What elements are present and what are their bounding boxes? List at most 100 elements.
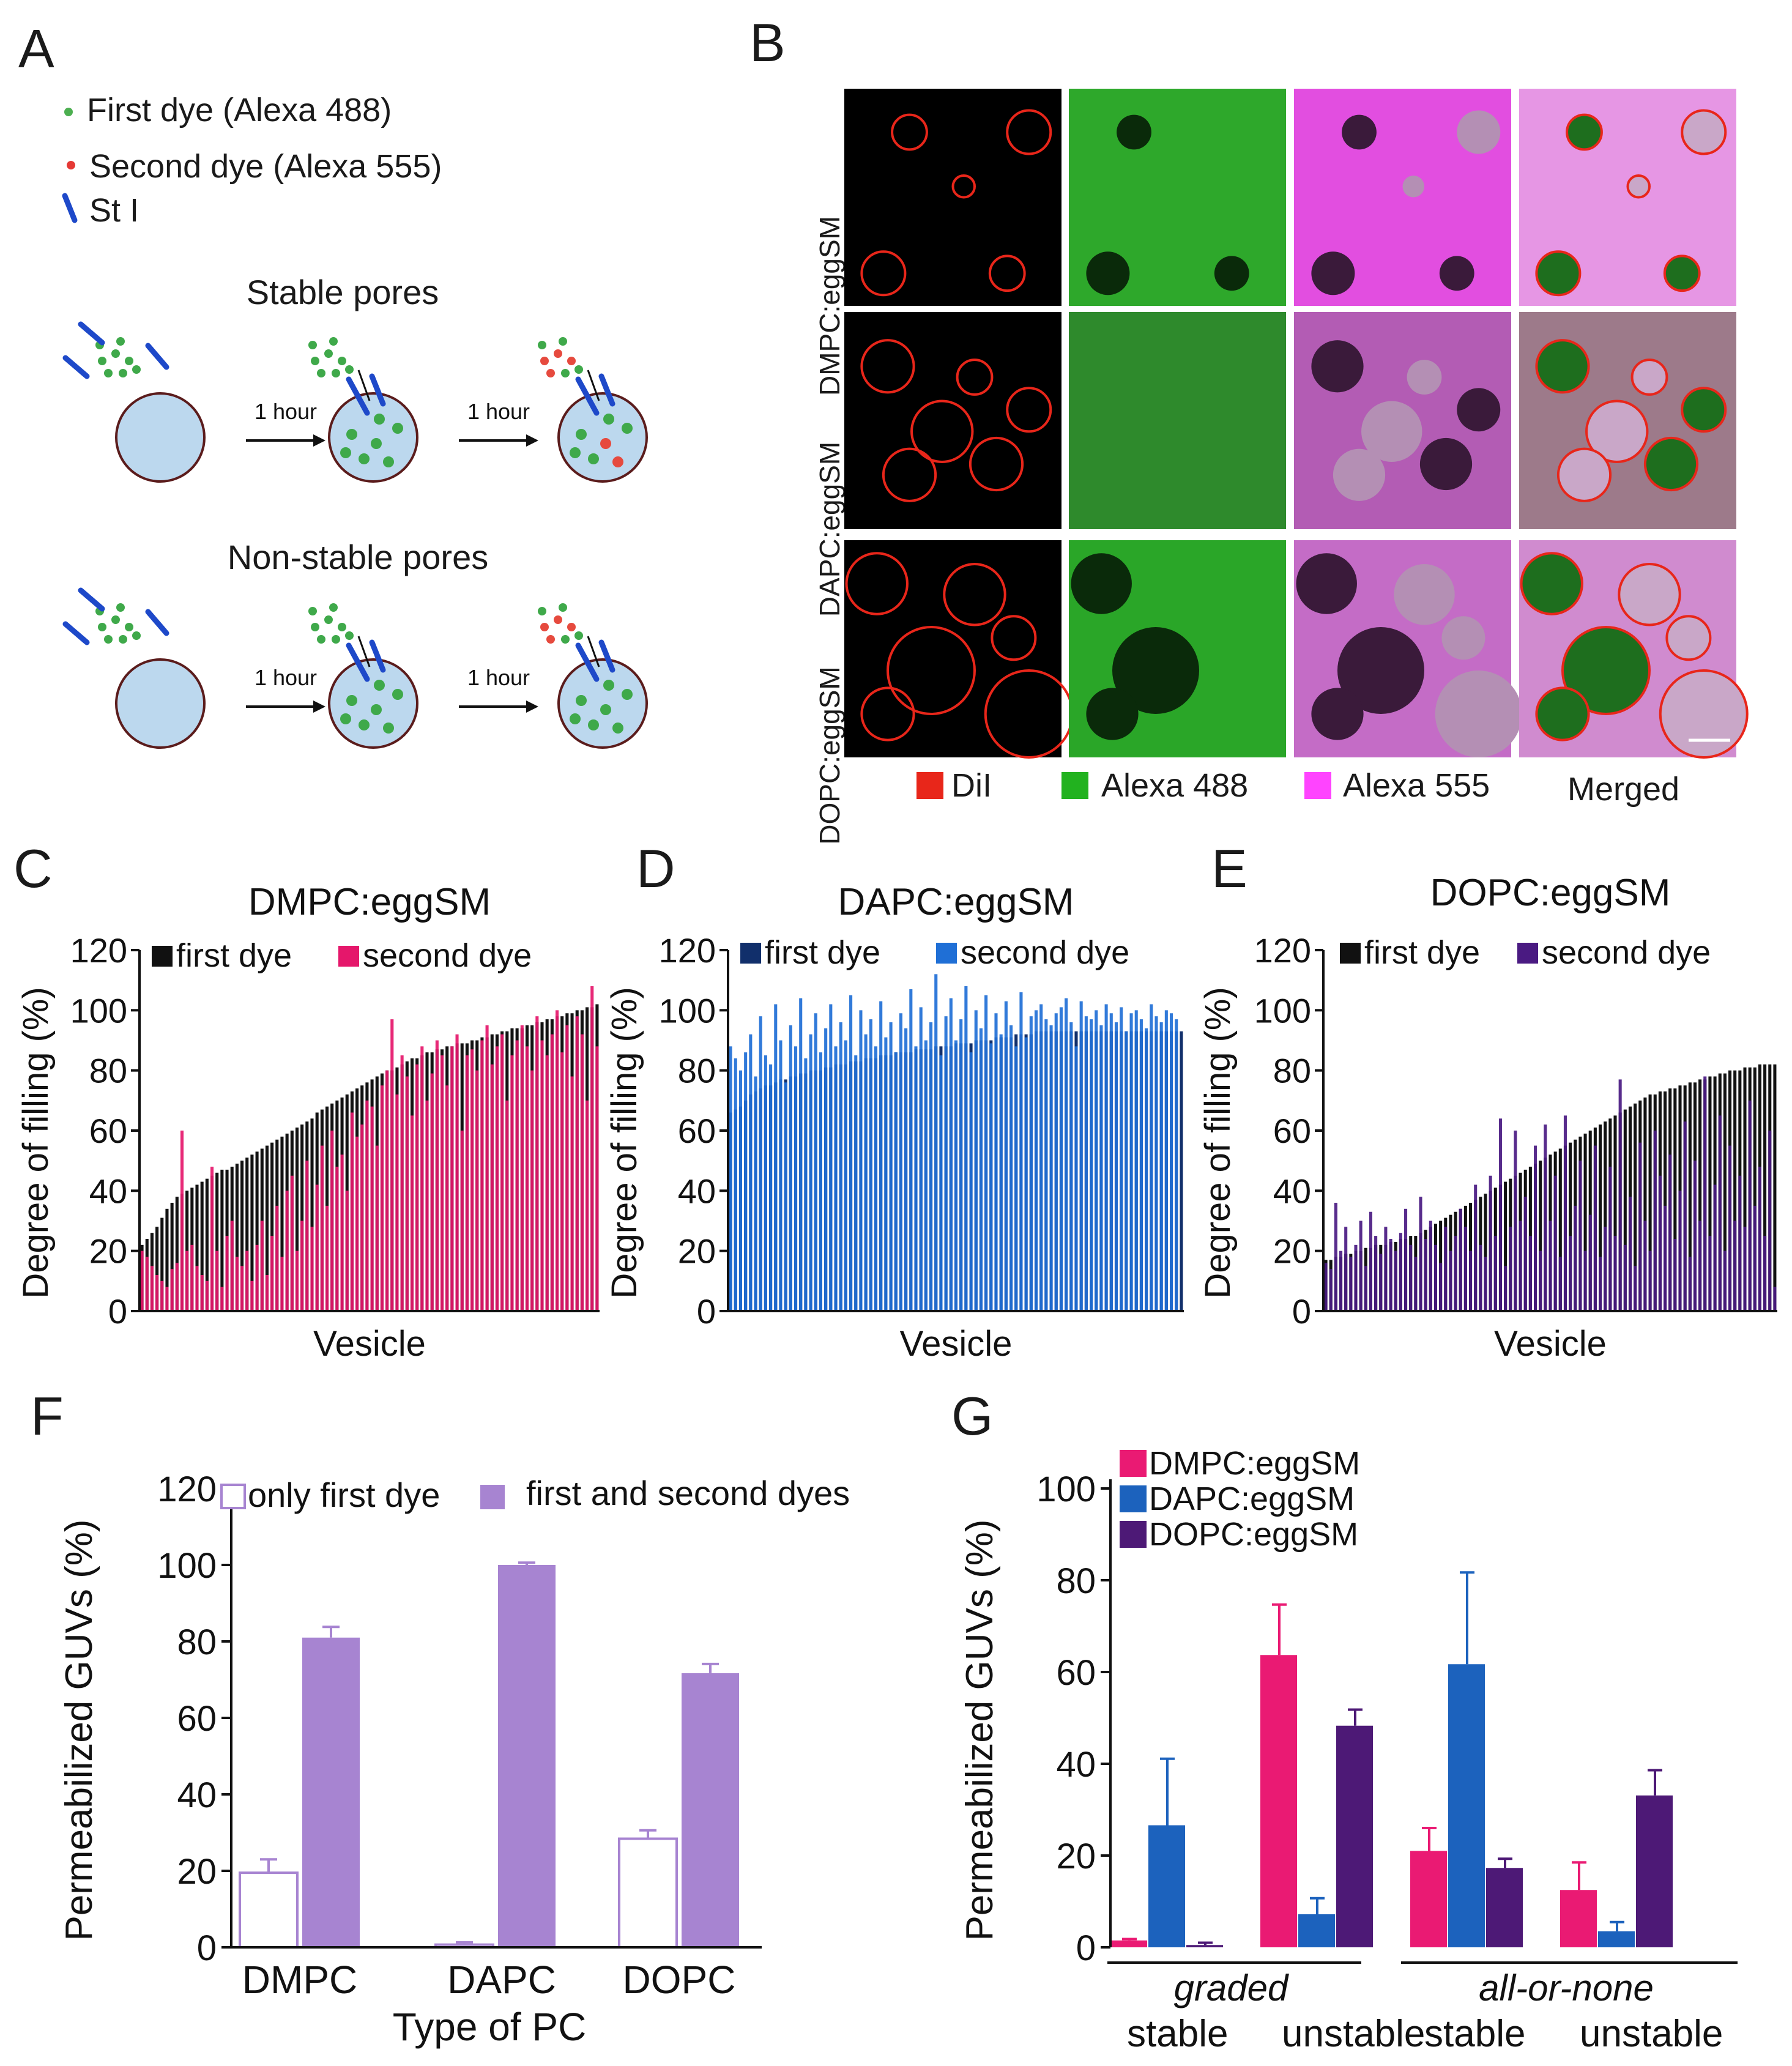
bar-first-dye <box>160 1217 164 1311</box>
bar-second-dye <box>1175 1019 1178 1311</box>
bar-first-dye <box>245 1157 249 1311</box>
toxin-icon <box>145 343 169 370</box>
bar-second-dye <box>1433 1244 1437 1311</box>
bar-second-dye <box>1608 1167 1612 1311</box>
bar-second-dye <box>220 1287 224 1311</box>
vesicle-image <box>943 563 1006 626</box>
bar-first-dye <box>1688 1082 1692 1311</box>
bar-second-dye <box>794 1046 798 1311</box>
bar-second-dye <box>225 1236 229 1311</box>
vesicle-image <box>845 552 909 615</box>
dye-dot <box>570 447 581 458</box>
vesicle-image <box>1520 552 1583 615</box>
bar-second-dye <box>465 1055 469 1311</box>
chart-d: DAPC:eggSM Degree of filling (%) Vesicle 0 2… <box>604 881 1184 1364</box>
bar-second-dye <box>375 1145 379 1311</box>
dye-dot <box>576 429 587 440</box>
bar-second-dye <box>834 1046 838 1311</box>
bar-dapc-eggsm <box>1148 1825 1185 1947</box>
y-tick-label: 80 <box>1056 1561 1096 1601</box>
bar-first-dye <box>1558 1148 1562 1311</box>
bar-second-dye <box>455 1034 459 1311</box>
bar-second-dye <box>290 1175 294 1311</box>
bar-second-dye <box>570 1076 574 1311</box>
chart-title: DAPC:eggSM <box>838 881 1074 923</box>
bar-first-dye <box>310 1118 314 1311</box>
bar-second-dye <box>1439 1263 1443 1311</box>
dye-dot <box>132 365 141 374</box>
y-axis-label: Degree of filling (%) <box>604 987 644 1298</box>
y-tick-label: 80 <box>1273 1052 1311 1090</box>
bar-second-dye <box>799 998 803 1311</box>
bar-second-dye <box>265 1275 269 1311</box>
vesicle-image <box>1630 359 1668 396</box>
bar-second-dye <box>1718 1115 1722 1311</box>
dye-dot <box>567 357 576 365</box>
bar-second-dye <box>1519 1221 1522 1311</box>
x-axis-label: Vesicle <box>900 1324 1013 1364</box>
bar-second-dye <box>1693 1161 1697 1311</box>
channel-merged: Merged <box>1567 771 1679 808</box>
vesicle-image <box>1561 626 1651 715</box>
bar-dmpc-eggsm <box>1410 1851 1447 1947</box>
bar-first-dye <box>1643 1097 1647 1311</box>
vesicle-image <box>1117 114 1151 150</box>
legend-swatch <box>1120 1485 1147 1512</box>
y-axis-label: Degree of filling (%) <box>16 987 56 1298</box>
bar-first-dye <box>1613 1115 1617 1311</box>
bar-only-first-dye <box>239 1871 299 1949</box>
dye-dot <box>308 607 317 615</box>
vesicle-image <box>1556 447 1612 502</box>
y-tick-label: 20 <box>1056 1837 1096 1876</box>
bar-second-dye <box>809 1034 812 1311</box>
vesicle-image <box>1402 176 1424 198</box>
dye-dot <box>622 689 633 700</box>
bar-second-dye <box>1578 1161 1582 1311</box>
bar-second-dye <box>819 1052 822 1311</box>
x-tick-label: stable <box>1127 2013 1228 2055</box>
legend-label-second: second dye <box>961 934 1129 971</box>
vesicle <box>557 658 648 749</box>
y-tick-label: 40 <box>1273 1172 1311 1210</box>
bar-second-dye <box>200 1275 204 1311</box>
bar-second-dye <box>1125 1031 1128 1311</box>
bar-first-dye <box>155 1227 159 1311</box>
x-axis-label: Vesicle <box>1494 1324 1607 1364</box>
bar-first-dye <box>220 1169 224 1311</box>
bar-second-dye <box>230 1221 234 1311</box>
bar-first-dye <box>1604 1121 1607 1311</box>
dye-dot <box>374 414 385 425</box>
vesicle <box>115 658 206 749</box>
dye-dot <box>308 341 317 349</box>
row-label-dapc: DAPC:eggSM <box>814 442 846 617</box>
bar-second-dye <box>1359 1221 1363 1311</box>
legend-label-first: first dye <box>765 934 880 971</box>
toxin-icon <box>62 193 78 223</box>
vesicle-image <box>1311 340 1364 393</box>
x-tick-label: DAPC <box>447 1958 556 2002</box>
bar-second-dye <box>245 1250 249 1311</box>
vesicle-image <box>1394 564 1455 625</box>
second-dye-icon <box>67 161 75 169</box>
vesicle-image <box>1361 401 1422 462</box>
dye-dot <box>359 719 370 730</box>
bar-second-dye <box>959 1019 963 1311</box>
chart-c: DMPC:eggSM Degree of filling (%) Vesicle 0 2… <box>16 881 600 1364</box>
bar-first-dye <box>295 1128 299 1311</box>
dye-dot <box>317 635 325 644</box>
bar-second-dye <box>774 1004 778 1311</box>
dye-dot <box>554 349 562 358</box>
dye-dot <box>311 623 319 631</box>
bar-second-dye <box>954 1040 958 1311</box>
bar-second-dye <box>1099 1025 1103 1311</box>
bar-second-dye <box>140 1250 144 1311</box>
bar-second-dye <box>1334 1203 1337 1311</box>
bar-second-dye <box>540 1040 544 1311</box>
dye-dot <box>588 719 599 730</box>
bar-second-dye <box>764 1055 767 1311</box>
time-label: 1 hour <box>467 665 530 690</box>
bar-second-dye <box>1493 1236 1497 1311</box>
bar-second-dye <box>1544 1124 1547 1311</box>
bar-first-dye <box>1648 1094 1652 1311</box>
